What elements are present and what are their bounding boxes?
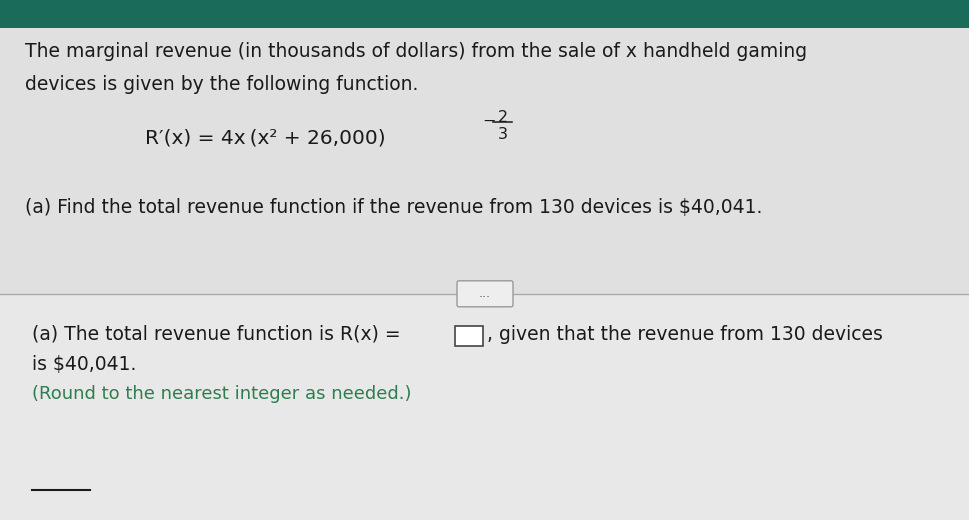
Bar xyxy=(0,294,969,520)
Text: (a) The total revenue function is R(x) =: (a) The total revenue function is R(x) = xyxy=(32,325,400,344)
Text: devices is given by the following function.: devices is given by the following functi… xyxy=(25,75,418,94)
Text: ...: ... xyxy=(479,287,490,301)
Text: R′(x) = 4x (x² + 26,000): R′(x) = 4x (x² + 26,000) xyxy=(144,128,386,147)
Text: 2: 2 xyxy=(497,110,508,125)
Text: , given that the revenue from 130 devices: , given that the revenue from 130 device… xyxy=(486,325,882,344)
Text: −: − xyxy=(482,114,495,129)
Bar xyxy=(454,326,483,346)
Text: The marginal revenue (in thousands of dollars) from the sale of x handheld gamin: The marginal revenue (in thousands of do… xyxy=(25,42,806,61)
Text: is $40,041.: is $40,041. xyxy=(32,355,137,374)
Text: (a) Find the total revenue function if the revenue from 130 devices is $40,041.: (a) Find the total revenue function if t… xyxy=(25,198,762,217)
FancyBboxPatch shape xyxy=(456,281,513,307)
Text: 3: 3 xyxy=(497,127,508,142)
Bar xyxy=(0,0,969,294)
Bar xyxy=(0,0,969,28)
Text: (Round to the nearest integer as needed.): (Round to the nearest integer as needed.… xyxy=(32,385,411,403)
